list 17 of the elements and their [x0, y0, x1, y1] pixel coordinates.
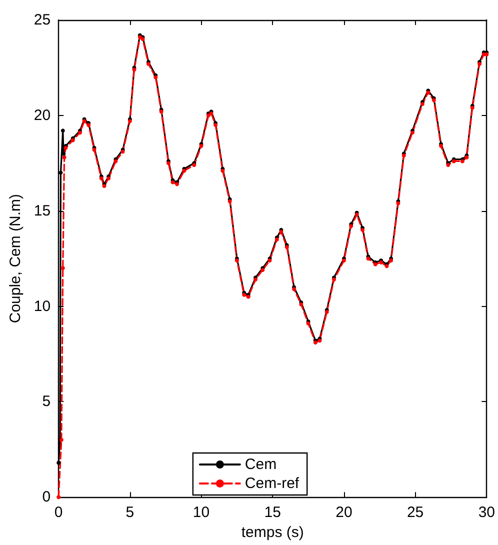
x-tick-label: 0 [54, 504, 63, 522]
y-tick-label: 15 [34, 202, 51, 220]
y-tick-label: 0 [42, 488, 51, 506]
x-tick-label: 15 [264, 504, 281, 522]
x-axis-title: temps (s) [241, 524, 304, 541]
x-tick-label: 5 [126, 504, 134, 522]
x-tick-label: 25 [406, 504, 424, 522]
y-axis-title: Couple, Cem (N.m) [7, 194, 24, 324]
y-tick-label: 5 [42, 393, 51, 410]
y-tick-label: 25 [34, 12, 51, 28]
x-tick-label: 20 [336, 504, 352, 522]
legend-label: Cem [244, 456, 277, 473]
y-tick-label: 10 [34, 298, 51, 315]
x-tick-label: 10 [192, 504, 210, 522]
legend-label: Cem-ref [244, 475, 300, 492]
y-tick-label: 20 [34, 106, 51, 124]
x-tick-label: 30 [478, 504, 495, 522]
